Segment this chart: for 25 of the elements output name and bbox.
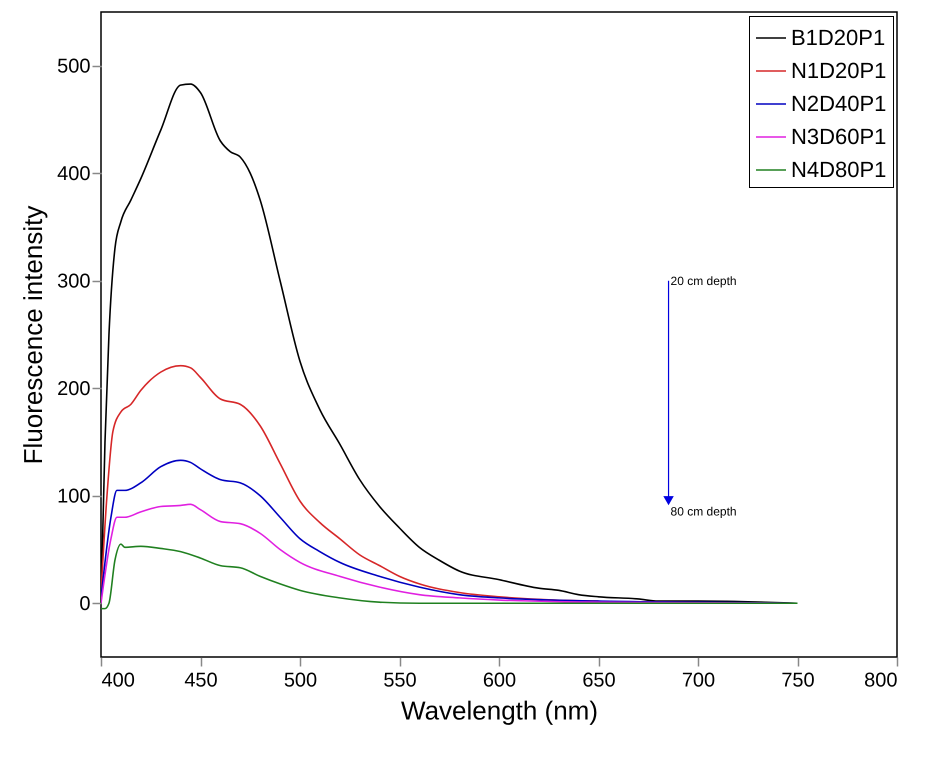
legend-label: B1D20P1 (791, 25, 886, 50)
y-tick-label: 300 (57, 270, 90, 292)
y-tick-label: 100 (57, 485, 90, 508)
x-tick-label: 800 (864, 670, 898, 692)
y-tick-label: 200 (57, 378, 90, 400)
x-tick-label: 400 (102, 670, 135, 692)
x-tick-label: 700 (682, 670, 716, 692)
legend-label: N3D60P1 (791, 124, 886, 149)
legend-label: N2D40P1 (791, 91, 886, 116)
annotation: 80 cm depth (670, 504, 737, 519)
y-tick-label: 400 (57, 162, 90, 185)
x-tick-label: 600 (482, 670, 516, 692)
x-tick-label: 500 (284, 670, 318, 692)
y-tick-label: 0 (79, 592, 90, 615)
x-tick-label: 450 (184, 670, 218, 692)
line-series (101, 543, 798, 610)
x-tick-label: 750 (781, 670, 815, 692)
x-tick-label: 550 (383, 670, 417, 692)
legend-label: N4D80P1 (791, 157, 886, 182)
annotation: 20 cm depth (670, 274, 737, 288)
x-axis-title: Wavelength (nm) (401, 696, 598, 726)
x-tick-label: 650 (582, 670, 616, 692)
legend-label: N1D20P1 (791, 58, 886, 83)
y-tick-label: 500 (57, 55, 90, 78)
y-axis-title: Fluorescence intensity (18, 206, 48, 464)
